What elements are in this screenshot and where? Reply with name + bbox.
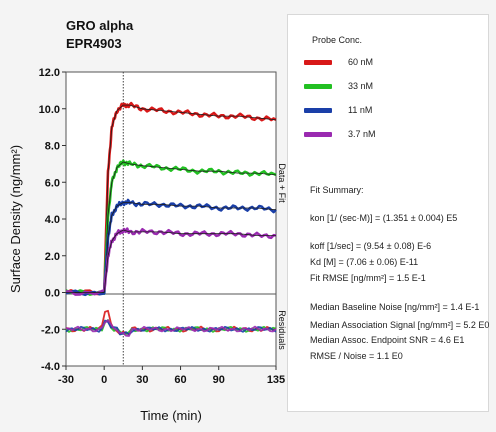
fit-summary-line: Median Assoc. Endpoint SNR = 4.6 E1: [310, 335, 465, 345]
x-axis-label: Time (min): [140, 408, 202, 423]
y-tick-label: 8.0: [45, 141, 60, 153]
y-tick-label: -2.0: [41, 324, 60, 336]
x-tick-label: 30: [136, 374, 148, 386]
y-tick-label: 0.0: [45, 288, 60, 300]
y-tick-label: 12.0: [39, 67, 60, 79]
sensorgram-chart: GRO alpha EPR4903 -4.0 -2.0 0.0 2.0 4.0 6.0 8.…: [8, 18, 287, 423]
legend-swatch: [304, 131, 332, 137]
x-tick-label: 90: [213, 374, 225, 386]
fit-summary-line: koff [1/sec] = (9.54 ± 0.08) E-6: [310, 241, 432, 251]
legend-swatch: [304, 83, 332, 89]
y-tick-label: 4.0: [45, 214, 60, 226]
x-tick-label: 135: [267, 374, 285, 386]
plot-area: [65, 71, 277, 367]
legend-item: 33 nM: [304, 79, 373, 93]
series-1-fit: [66, 104, 277, 293]
x-tick-label: -30: [58, 374, 74, 386]
legend-label: 60 nM: [348, 57, 374, 67]
legend-label: 33 nM: [348, 81, 374, 91]
fit-summary-title: Fit Summary:: [310, 185, 364, 195]
data-fit-label: Data + Fit: [277, 163, 287, 203]
chart-title: GRO alpha: [66, 18, 134, 33]
fit-summary-line: Fit RMSE [ng/mm²] = 1.5 E-1: [310, 273, 426, 283]
y-tick-label: 6.0: [45, 177, 60, 189]
fit-summary-line: Kd [M] = (7.06 ± 0.06) E-11: [310, 257, 419, 267]
y-tick-label: -4.0: [41, 361, 60, 373]
fit-summary-line: Median Association Signal [ng/mm²] = 5.2…: [310, 320, 490, 330]
x-tick-label: 60: [174, 374, 186, 386]
legend-swatch: [304, 59, 332, 65]
legend-label: 3.7 nM: [348, 129, 376, 139]
y-tick-label: 2.0: [45, 251, 60, 263]
series-4-residual: [65, 319, 277, 337]
series-3-fit: [66, 202, 277, 293]
legend-title: Probe Conc.: [312, 35, 363, 45]
y-tick-label: 10.0: [39, 104, 60, 116]
legend-item: 3.7 nM: [304, 127, 376, 141]
fit-summary-line: RMSE / Noise = 1.1 E0: [310, 351, 403, 361]
legend-item: 60 nM: [304, 55, 373, 69]
series-4-fit: [66, 229, 276, 293]
fit-summary-line: kon [1/ (sec·M)] = (1.351 ± 0.004) E5: [310, 213, 458, 223]
y-axis-label: Surface Density (ng/mm²): [8, 145, 23, 293]
residuals-label: Residuals: [277, 310, 287, 350]
x-tick-label: 0: [101, 374, 107, 386]
legend-label: 11 nM: [348, 105, 373, 115]
series-2-fit: [66, 161, 277, 293]
legend-panel: Probe Conc. 60 nM 33 nM 11 nM 3.7 nM Fit Su…: [287, 14, 489, 412]
legend-item: 11 nM: [304, 103, 372, 117]
chart-subtitle: EPR4903: [66, 36, 122, 51]
fit-summary-line: Median Baseline Noise [ng/mm²] = 1.4 E-1: [310, 302, 480, 312]
legend-swatch: [304, 107, 332, 113]
